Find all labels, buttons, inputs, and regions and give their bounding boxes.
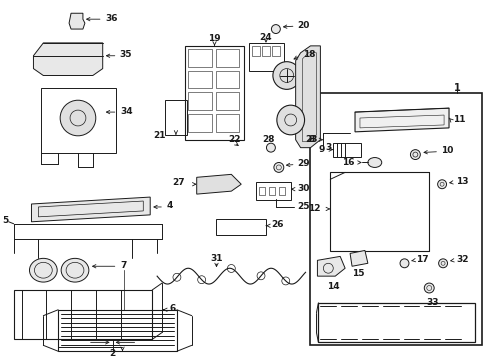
Bar bbox=[329, 172, 428, 251]
Text: 35: 35 bbox=[119, 50, 132, 59]
Circle shape bbox=[60, 100, 96, 136]
Text: 20: 20 bbox=[297, 21, 309, 30]
Ellipse shape bbox=[424, 283, 433, 293]
Text: 21: 21 bbox=[153, 131, 165, 140]
Text: 22: 22 bbox=[227, 135, 240, 144]
Bar bbox=[271, 46, 279, 56]
Polygon shape bbox=[31, 197, 150, 222]
Bar bbox=[215, 114, 239, 132]
Bar bbox=[262, 46, 269, 56]
Bar bbox=[41, 88, 115, 153]
Text: 11: 11 bbox=[452, 116, 465, 125]
Bar bbox=[187, 114, 211, 132]
Bar bbox=[216, 219, 265, 235]
Bar bbox=[58, 310, 177, 351]
Text: 36: 36 bbox=[105, 14, 118, 23]
Polygon shape bbox=[196, 174, 241, 194]
Text: 5: 5 bbox=[2, 216, 9, 225]
Ellipse shape bbox=[367, 158, 381, 167]
Bar bbox=[310, 93, 481, 345]
Ellipse shape bbox=[437, 180, 446, 189]
Bar bbox=[184, 46, 244, 140]
Bar bbox=[249, 43, 283, 71]
Text: 23: 23 bbox=[305, 135, 317, 144]
Text: 19: 19 bbox=[208, 35, 221, 44]
Text: 18: 18 bbox=[302, 50, 314, 59]
Ellipse shape bbox=[272, 62, 300, 89]
Text: 27: 27 bbox=[172, 178, 184, 187]
Text: 1: 1 bbox=[453, 84, 460, 93]
Bar bbox=[256, 182, 290, 200]
Ellipse shape bbox=[271, 24, 280, 33]
Bar bbox=[215, 49, 239, 67]
Bar bbox=[259, 187, 264, 195]
Text: 2: 2 bbox=[109, 349, 116, 358]
Ellipse shape bbox=[29, 258, 57, 282]
Text: 8: 8 bbox=[307, 135, 314, 144]
Bar bbox=[215, 92, 239, 110]
Text: 3: 3 bbox=[325, 143, 331, 152]
Text: 16: 16 bbox=[341, 158, 353, 167]
Polygon shape bbox=[317, 256, 345, 276]
Polygon shape bbox=[295, 46, 320, 148]
Text: 4: 4 bbox=[167, 202, 173, 211]
Text: 13: 13 bbox=[455, 177, 468, 186]
Ellipse shape bbox=[399, 259, 408, 268]
Bar bbox=[14, 290, 152, 339]
Text: 25: 25 bbox=[297, 202, 309, 211]
Text: 12: 12 bbox=[307, 204, 320, 213]
Bar bbox=[333, 143, 360, 157]
Text: 17: 17 bbox=[415, 255, 428, 264]
Ellipse shape bbox=[409, 150, 420, 159]
Ellipse shape bbox=[266, 143, 275, 152]
Bar bbox=[187, 49, 211, 67]
Text: 9: 9 bbox=[318, 145, 325, 154]
Text: 24: 24 bbox=[259, 33, 272, 42]
Text: 31: 31 bbox=[210, 254, 223, 263]
Text: 15: 15 bbox=[351, 269, 364, 278]
Text: 7: 7 bbox=[120, 261, 126, 270]
Polygon shape bbox=[349, 251, 367, 266]
Ellipse shape bbox=[273, 162, 283, 172]
Bar bbox=[278, 187, 284, 195]
Text: 32: 32 bbox=[455, 255, 468, 264]
Ellipse shape bbox=[61, 258, 89, 282]
Text: 28: 28 bbox=[262, 135, 275, 144]
Text: 6: 6 bbox=[170, 304, 176, 313]
Text: 30: 30 bbox=[297, 184, 309, 193]
Text: 33: 33 bbox=[425, 298, 438, 307]
Text: 10: 10 bbox=[440, 146, 452, 155]
Text: 26: 26 bbox=[270, 220, 283, 229]
Polygon shape bbox=[33, 43, 102, 76]
Bar bbox=[252, 46, 260, 56]
Bar bbox=[187, 71, 211, 88]
Text: 14: 14 bbox=[326, 282, 339, 291]
Bar bbox=[165, 100, 186, 135]
Text: 34: 34 bbox=[120, 107, 133, 116]
Polygon shape bbox=[69, 13, 85, 29]
Ellipse shape bbox=[276, 105, 304, 135]
Polygon shape bbox=[354, 108, 448, 132]
Bar bbox=[187, 92, 211, 110]
Bar bbox=[215, 71, 239, 88]
Bar bbox=[318, 303, 474, 342]
Bar bbox=[268, 187, 274, 195]
Ellipse shape bbox=[438, 259, 447, 268]
Text: 29: 29 bbox=[297, 159, 309, 168]
